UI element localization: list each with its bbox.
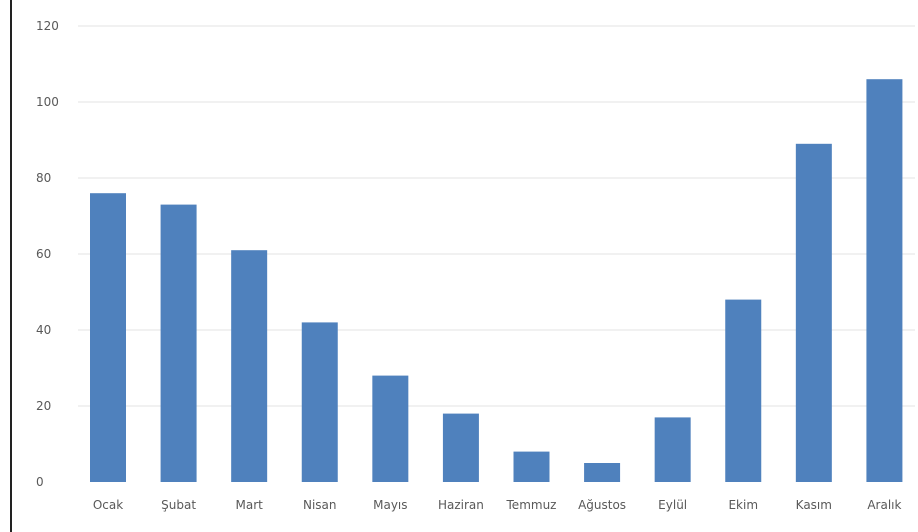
bar	[795, 143, 832, 483]
x-category-label: Ağustos	[578, 498, 626, 512]
y-tick-label: 120	[36, 19, 59, 33]
y-tick-label: 80	[36, 171, 51, 185]
x-category-label: Mayıs	[373, 498, 407, 512]
bar	[160, 204, 197, 482]
x-category-label: Aralık	[867, 498, 901, 512]
x-category-label: Nisan	[303, 498, 337, 512]
bar	[301, 322, 338, 482]
x-category-label: Eylül	[658, 498, 687, 512]
bar	[866, 79, 903, 482]
x-category-label: Ocak	[93, 498, 123, 512]
x-category-label: Kasım	[796, 498, 832, 512]
y-tick-label: 60	[36, 247, 51, 261]
y-tick-label: 100	[36, 95, 59, 109]
y-axis-ticks: 0 20 40 60 80 100 120	[36, 19, 59, 489]
gridlines	[78, 25, 915, 407]
x-category-label: Ekim	[728, 498, 758, 512]
y-tick-label: 40	[36, 323, 51, 337]
x-category-label: Haziran	[438, 498, 484, 512]
bar	[372, 375, 409, 482]
bar	[584, 463, 621, 482]
bar	[90, 193, 126, 482]
y-tick-label: 0	[36, 475, 44, 489]
x-category-label: Temmuz	[506, 498, 557, 512]
bars	[90, 79, 903, 483]
x-axis-categories: Ocak Şubat Mart Nisan Mayıs Haziran Temmuz Ağus…	[93, 498, 902, 512]
bar	[513, 451, 550, 482]
bar	[725, 299, 762, 482]
x-category-label: Şubat	[161, 498, 196, 512]
bar	[654, 417, 691, 482]
bar	[442, 413, 479, 482]
x-category-label: Mart	[235, 498, 263, 512]
bar	[231, 250, 268, 482]
y-tick-label: 20	[36, 399, 51, 413]
